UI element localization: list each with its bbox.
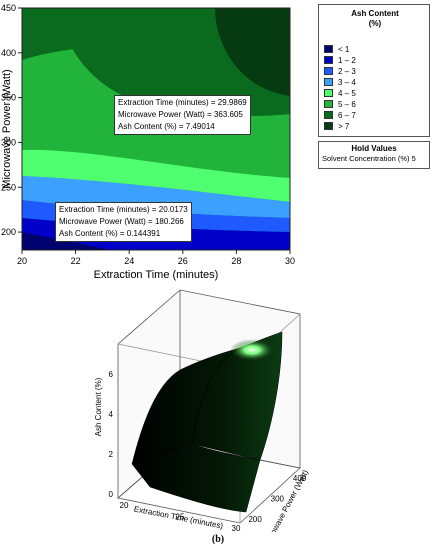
data-tip-line: Microwave Power (Watt) = 363.605 — [118, 110, 243, 119]
data-tip-line: Extraction Time (minutes) = 29.9869 — [118, 98, 247, 107]
z-axis-label: Ash Content (%) — [94, 377, 103, 436]
x-axis-ticks: 20 22 24 26 28 30 — [17, 250, 295, 266]
hold-values-title: Hold Values — [351, 144, 397, 153]
legend-item: < 1 — [324, 45, 349, 54]
y-tick-label: 300 — [1, 137, 16, 147]
contour-regions — [22, 8, 290, 250]
z-tick-label: 4 — [109, 410, 114, 419]
legend-label: > 7 — [338, 122, 350, 131]
x-axis-label: Extraction Time (minutes) — [94, 269, 219, 281]
region-gt-7 — [215, 8, 290, 96]
legend-label: 5 – 6 — [338, 100, 356, 109]
data-tip-line: Ash Content (%) = 7.49014 — [118, 122, 215, 131]
z-tick-label: 2 — [109, 450, 114, 459]
legend-label: 6 – 7 — [338, 111, 356, 120]
legend-swatch — [324, 111, 333, 119]
data-tip-line: Microwave Power (Watt) = 180.266 — [59, 217, 184, 226]
data-tip-line: Ash Content (%) = 0.144391 — [59, 229, 161, 238]
x-tick-label-3d: 25 — [176, 513, 185, 522]
legend-label: 2 – 3 — [338, 67, 356, 76]
legend-swatch — [324, 56, 333, 64]
contour-plot: 20 22 24 26 28 30 200 250 300 350 400 450 Extracti… — [1, 3, 295, 281]
y-tick-label-3d: 300 — [271, 495, 285, 504]
x-axis-label-3d: Extraction Time (minutes) — [133, 504, 224, 530]
legend-label: 1 – 2 — [338, 56, 356, 65]
surface-plot: 0 2 4 6 20 25 30 200 300 400 Ash Content (%) Extr… — [94, 289, 310, 532]
x-tick-label: 26 — [178, 256, 188, 266]
response-surface — [131, 331, 283, 513]
x-tick-label: 24 — [124, 256, 134, 266]
region-3-4 — [22, 176, 290, 218]
data-tip-min: Extraction Time (minutes) = 20.0173 Micr… — [55, 202, 192, 242]
legend-item: 3 – 4 — [324, 78, 356, 87]
legend-label: < 1 — [338, 45, 350, 54]
y-tick-label-3d: 400 — [293, 474, 307, 483]
plot-frame — [21, 7, 291, 251]
legend-swatch — [324, 100, 333, 108]
legend-item: 4 – 5 — [324, 89, 356, 98]
z-tick-label: 6 — [109, 370, 114, 379]
legend-swatch — [324, 122, 333, 130]
x-tick-label-3d: 20 — [120, 501, 129, 510]
legend-item: > 7 — [324, 122, 349, 131]
x-tick-label: 28 — [231, 256, 241, 266]
region-4-5 — [22, 149, 290, 202]
y-tick-label: 450 — [1, 3, 16, 13]
legend-swatch — [324, 89, 333, 97]
y-tick-label: 400 — [1, 48, 16, 58]
hold-values-text: Solvent Concentration (%) 5 — [322, 154, 416, 163]
legend-label: 3 – 4 — [338, 78, 356, 87]
legend-item: 2 – 3 — [324, 67, 356, 76]
y-axis-ticks: 200 250 300 350 400 450 — [1, 3, 22, 237]
x-tick-label: 30 — [285, 256, 295, 266]
y-axis-label-3d: Microwave Power (Watt) — [261, 468, 310, 532]
y-tick-label: 200 — [1, 227, 16, 237]
legend-swatch — [324, 78, 333, 86]
z-tick-label: 0 — [109, 490, 114, 499]
y-tick-label: 250 — [1, 182, 16, 192]
legend-item: 5 – 6 — [324, 100, 356, 109]
hold-values-box: Hold Values Solvent Concentration (%) 5 — [318, 141, 430, 169]
y-tick-label: 350 — [1, 93, 16, 103]
legend-label: 4 – 5 — [338, 89, 356, 98]
legend-item: 6 – 7 — [324, 111, 356, 120]
legend-item: 1 – 2 — [324, 56, 356, 65]
surface-axis-ticks: 0 2 4 6 20 25 30 200 300 400 — [109, 370, 307, 532]
y-axis-label: Microwave Power (Watt) — [1, 69, 13, 188]
legend-swatch — [324, 45, 333, 53]
x-tick-label: 20 — [17, 256, 27, 266]
data-tip-max: Extraction Time (minutes) = 29.9869 Micr… — [114, 95, 251, 135]
surface-hotspot — [230, 339, 274, 361]
y-tick-label-3d: 200 — [248, 515, 262, 524]
data-tip-line: Extraction Time (minutes) = 20.0173 — [59, 205, 188, 214]
contour-legend: Ash Content (%) < 1 1 – 2 2 – 3 3 – 4 4 – 5 5… — [318, 4, 430, 137]
x-tick-label-3d: 30 — [232, 524, 241, 532]
figure-caption: (b) — [211, 534, 225, 545]
legend-swatch — [324, 67, 333, 75]
legend-title: Ash Content (%) — [351, 9, 399, 28]
x-tick-label: 22 — [71, 256, 81, 266]
